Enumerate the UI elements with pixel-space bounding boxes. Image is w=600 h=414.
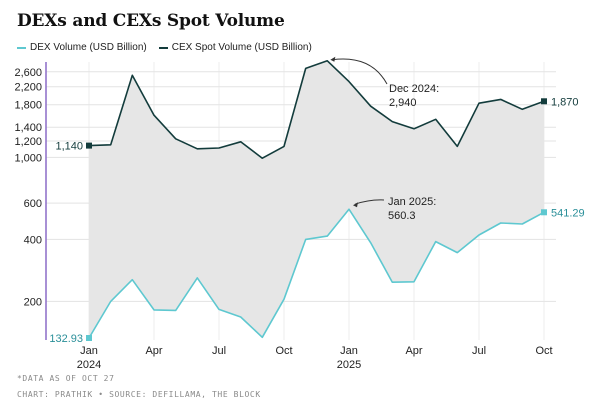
endpoint-label: 132.93 — [49, 333, 83, 345]
endpoint-marker — [541, 209, 547, 216]
x-tick-sublabel: 2024 — [77, 359, 101, 371]
legend-label-dex: DEX Volume (USD Billion) — [30, 42, 147, 53]
legend-item-dex: DEX Volume (USD Billion) — [17, 42, 147, 53]
annotation-arrowhead — [353, 202, 358, 208]
source-credit: CHART: PRATHIK • SOURCE: DEFILLAMA, THE … — [17, 390, 261, 399]
chart-legend: DEX Volume (USD Billion) CEX Spot Volume… — [17, 42, 312, 53]
y-tick-label: 1,800 — [14, 100, 42, 112]
y-tick-label: 1,000 — [14, 152, 42, 164]
endpoint-label: 1,870 — [551, 96, 579, 108]
legend-item-cex: CEX Spot Volume (USD Billion) — [158, 42, 312, 53]
legend-swatch-dex — [17, 46, 26, 49]
x-tick-label: Jan — [340, 345, 358, 357]
endpoint-marker — [86, 142, 92, 149]
annotation-label-line2: 560.3 — [388, 210, 416, 222]
chart-title: DEXs and CEXs Spot Volume — [17, 11, 285, 31]
endpoint-label: 541.29 — [551, 207, 585, 219]
endpoint-label: 1,140 — [55, 141, 83, 153]
x-tick-label: Apr — [145, 345, 162, 357]
endpoint-marker — [541, 98, 547, 105]
x-tick-label: Oct — [275, 345, 292, 357]
annotation-label-line2: 2,940 — [389, 97, 417, 109]
annotation-label-line1: Dec 2024: — [389, 83, 439, 95]
x-tick-label: Jul — [472, 345, 486, 357]
cex-series-line — [88, 59, 545, 159]
annotation-arrowhead — [330, 56, 336, 62]
annotation-arrow — [332, 58, 388, 85]
y-tick-label: 2,200 — [14, 82, 42, 94]
x-tick-label: Apr — [405, 345, 422, 357]
legend-label-cex: CEX Spot Volume (USD Billion) — [171, 42, 312, 53]
data-note: *DATA AS OF OCT 27 — [17, 374, 115, 383]
x-tick-sublabel: 2025 — [337, 359, 361, 371]
annotation-label-line1: Jan 2025: — [388, 196, 436, 208]
dex-series-line — [88, 208, 545, 339]
gap-area — [89, 60, 544, 339]
endpoint-marker — [86, 335, 92, 342]
y-tick-label: 400 — [24, 234, 42, 246]
y-tick-label: 1,400 — [14, 122, 42, 134]
legend-swatch-cex — [158, 46, 168, 49]
y-tick-label: 600 — [24, 198, 42, 210]
x-tick-label: Oct — [535, 345, 552, 357]
x-tick-label: Jul — [212, 345, 226, 357]
x-tick-label: Jan — [80, 345, 98, 357]
y-tick-label: 200 — [24, 296, 42, 308]
y-tick-label: 1,200 — [14, 136, 42, 148]
y-tick-label: 2,600 — [14, 67, 42, 79]
